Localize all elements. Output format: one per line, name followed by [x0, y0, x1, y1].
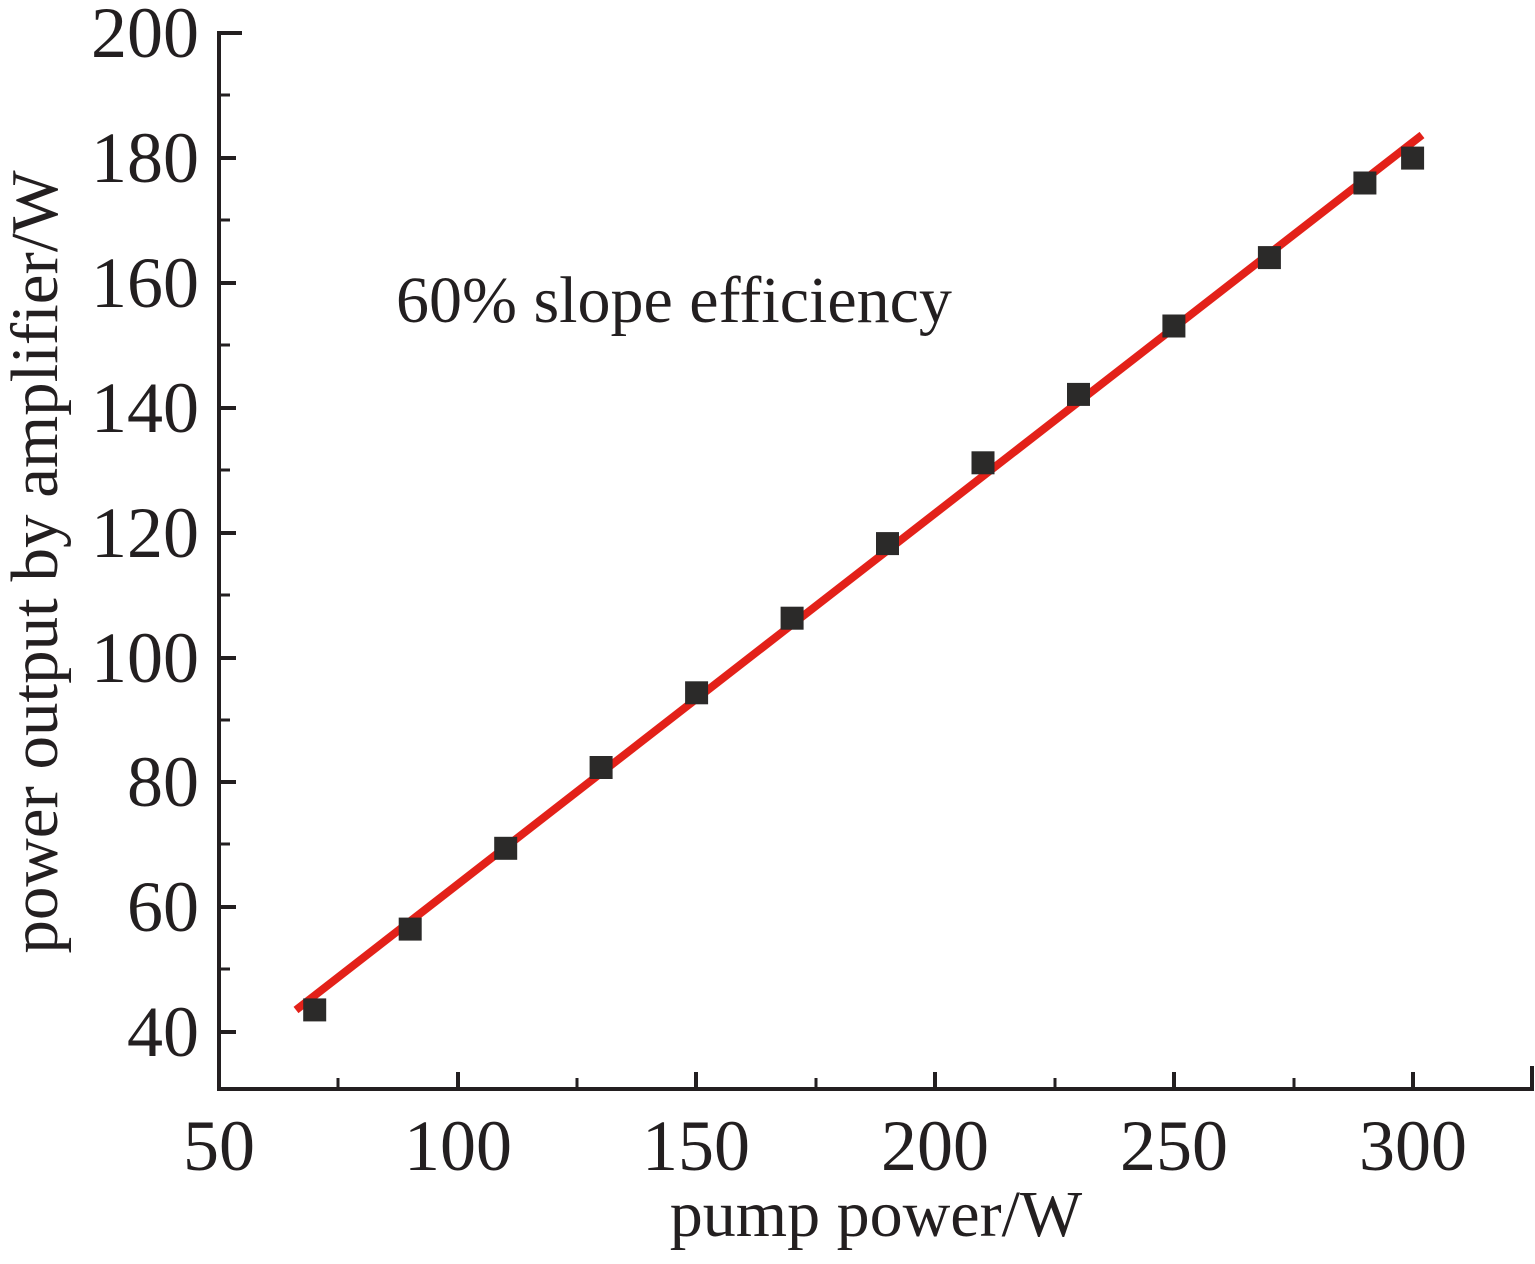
svg-text:80: 80	[127, 742, 199, 822]
svg-text:100: 100	[91, 618, 199, 698]
svg-text:60: 60	[127, 867, 199, 947]
svg-text:50: 50	[183, 1106, 255, 1186]
svg-text:200: 200	[881, 1106, 989, 1186]
svg-text:140: 140	[91, 368, 199, 448]
svg-text:160: 160	[91, 243, 199, 323]
svg-text:250: 250	[1120, 1106, 1228, 1186]
svg-text:power output by amplifier/W: power output by amplifier/W	[0, 170, 72, 954]
svg-text:120: 120	[91, 493, 199, 573]
svg-text:150: 150	[642, 1106, 750, 1186]
svg-text:100: 100	[404, 1106, 512, 1186]
svg-text:200: 200	[91, 0, 199, 73]
svg-text:pump power/W: pump power/W	[670, 1178, 1083, 1251]
svg-text:300: 300	[1359, 1106, 1467, 1186]
svg-text:40: 40	[127, 992, 199, 1072]
svg-text:180: 180	[91, 118, 199, 198]
svg-text:60% slope efficiency: 60% slope efficiency	[396, 264, 952, 337]
